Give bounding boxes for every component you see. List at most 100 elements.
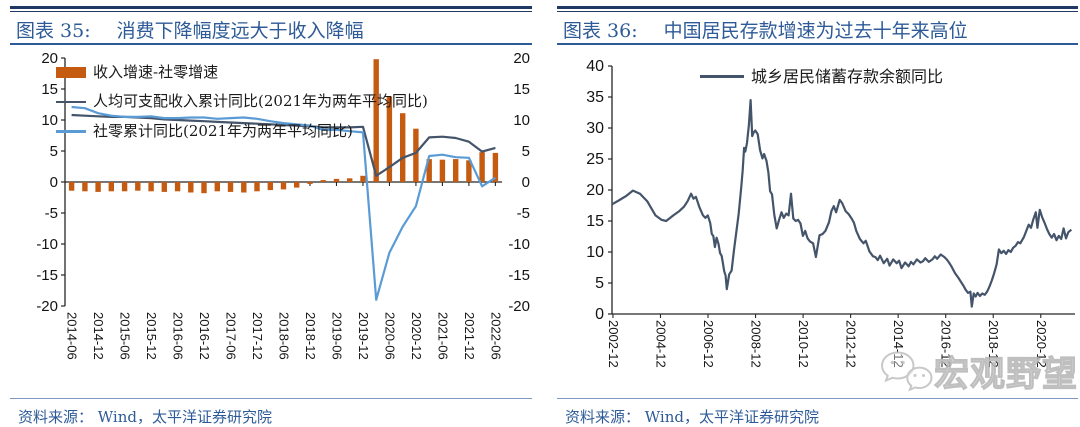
diff-bar: [466, 159, 472, 182]
diff-bar: [426, 158, 432, 182]
figure-36-label: 图表 36:: [563, 20, 638, 42]
x-tick-label: 2016-06: [171, 312, 186, 360]
diff-bar: [214, 181, 220, 191]
y-tick-label: 35: [586, 89, 604, 106]
y-left-tick-label: -20: [36, 298, 58, 315]
chart-35-canvas: 20 20 15 15 10 10 5 5 0 0 -5 -5 -10 -10 -15 -15 -20 -20 20…: [36, 50, 530, 360]
y-left-tick-label: -5: [45, 205, 58, 222]
x-tick-label: 2014-12: [91, 312, 106, 360]
diff-bar: [174, 181, 181, 191]
y-right-tick-label: 10: [513, 112, 530, 129]
x-tick-label: 2021-12: [462, 312, 477, 360]
figure-36-title-row: 图表 36: 中国居民存款增速为过去十年来高位: [557, 12, 1078, 43]
diff-bar: [68, 181, 75, 191]
y-tick-label: 15: [586, 213, 604, 230]
legend-item-deposit: 城乡居民储蓄存款余额同比: [700, 67, 943, 87]
y-left-tick-label: -10: [36, 236, 58, 253]
deposit-line: [611, 98, 1073, 308]
diff-bar: [479, 151, 485, 182]
legend-label-retail: 社零累计同比(2021年为两年平均同比): [93, 121, 353, 140]
y-tick-label: 5: [595, 275, 604, 292]
figure-35-title-row: 图表 35: 消费下降幅度远大于收入降幅: [10, 12, 532, 43]
y-left-tick-label: 5: [50, 143, 58, 160]
diff-bar: [400, 112, 406, 182]
title-underline: [557, 43, 1078, 45]
y-tick-label: 0: [595, 306, 604, 323]
y-right-tick-label: -20: [508, 298, 530, 315]
diff-bar: [453, 158, 459, 182]
legend-label-deposit: 城乡居民储蓄存款余额同比: [751, 66, 944, 86]
diff-bar: [227, 181, 234, 192]
x-tick-label: 2020-12: [1034, 320, 1049, 368]
diff-bar: [307, 181, 313, 184]
diff-bar: [135, 181, 141, 191]
y-tick-label: 40: [586, 58, 604, 75]
chart-35-area: 20 20 15 15 10 10 5 5 0 0 -5 -5 -10 -10 -15 -15 -20 -20 20…: [10, 45, 532, 398]
diff-bar: [386, 95, 393, 182]
diff-bar: [413, 128, 419, 182]
figure-35-title: 消费下降幅度远大于收入降幅: [116, 20, 364, 42]
source-divider: [10, 397, 532, 399]
x-tick-label: 2010-12: [796, 320, 811, 368]
x-tick-label: 2019-12: [356, 312, 371, 360]
x-tick-label: 2002-12: [606, 320, 621, 368]
diff-bar: [360, 175, 366, 182]
diff-bar: [148, 181, 154, 191]
x-tick-label: 2015-12: [144, 312, 159, 360]
bar-swatch: [56, 66, 86, 78]
diff-bar: [201, 181, 207, 193]
legend-label-income: 人均可支配收入累计同比(2021年为两年平均同比): [93, 92, 428, 110]
x-tick-label: 2016-12: [197, 312, 212, 360]
chart-36-area: 40 35 30 25 20 15 10 5 0 2002-12 2004-12 2006-12 200…: [557, 45, 1078, 398]
x-tick-label: 2016-12: [939, 320, 954, 368]
panel-top-rule-thick: [557, 6, 1078, 9]
income-line-swatch: [56, 100, 86, 103]
y-right-tick-label: -5: [517, 205, 530, 222]
legend-item-income: 人均可支配收入累计同比(2021年为两年平均同比): [56, 87, 428, 117]
diff-bar: [439, 159, 446, 182]
source-note-36: 资料来源： Wind，太平洋证券研究院: [565, 407, 819, 426]
y-right-tick-label: 20: [513, 50, 530, 67]
y-left-tick-label: 0: [50, 174, 58, 191]
y-left-tick-label: 15: [41, 81, 58, 98]
panel-top-rule-thin: [557, 11, 1078, 12]
diff-bar: [188, 181, 194, 192]
x-tick-label: 2014-12: [891, 320, 906, 368]
diff-bar: [95, 181, 101, 192]
y-right-tick-label: -15: [508, 267, 530, 284]
x-tick-label: 2020-12: [409, 312, 424, 360]
x-tick-label: 2014-06: [65, 312, 80, 360]
panel-top-rule-thick: [10, 6, 532, 9]
title-underline: [10, 43, 532, 45]
source-divider: [557, 397, 1078, 399]
y-left-tick-label: -15: [36, 267, 58, 284]
diff-bar: [161, 181, 167, 192]
deposit-line-swatch: [700, 75, 744, 78]
diff-bar: [280, 181, 287, 189]
y-tick-label: 25: [586, 151, 604, 168]
retail-line-swatch: [56, 130, 86, 133]
source-note-35: 资料来源： Wind，太平洋证券研究院: [18, 407, 272, 426]
panel-top-rule-thin: [10, 11, 532, 12]
y-left-tick-label: 10: [41, 112, 58, 129]
x-tick-label: 2020-06: [382, 312, 397, 360]
diff-bar: [267, 181, 273, 190]
x-tick-label: 2021-06: [435, 312, 450, 360]
x-tick-label: 2018-12: [303, 312, 318, 360]
diff-bar: [492, 152, 499, 182]
retail-line: [71, 105, 496, 301]
x-tick-label: 2012-12: [844, 320, 859, 368]
x-tick-label: 2017-12: [250, 312, 265, 360]
figure-36-title: 中国居民存款增速为过去十年来高位: [663, 20, 968, 42]
figure-36-panel: 图表 36: 中国居民存款增速为过去十年来高位 40 35 30 25 20 15 10 5 0 2…: [557, 6, 1078, 427]
x-tick-label: 2015-06: [118, 312, 133, 360]
y-right-tick-label: 15: [513, 81, 530, 98]
x-tick-label: 2004-12: [654, 320, 669, 368]
x-tick-label: 2022-06: [488, 312, 503, 360]
legend-item-retail: 社零累计同比(2021年为两年平均同比): [56, 117, 428, 147]
diff-bar: [373, 58, 379, 182]
x-tick-label: 2019-06: [330, 312, 345, 360]
y-right-tick-label: 0: [522, 174, 530, 191]
diff-bar: [241, 181, 247, 192]
